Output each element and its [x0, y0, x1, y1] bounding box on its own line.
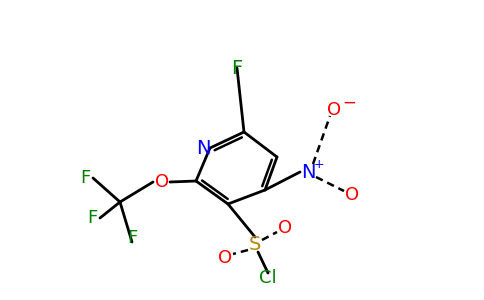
Text: −: −: [342, 94, 356, 112]
Text: F: F: [231, 58, 242, 77]
Text: O: O: [155, 173, 169, 191]
Text: S: S: [249, 236, 261, 254]
Text: O: O: [327, 101, 341, 119]
Text: N: N: [196, 139, 210, 158]
Text: N: N: [301, 163, 315, 182]
Text: +: +: [314, 158, 324, 172]
Text: O: O: [345, 186, 359, 204]
Text: F: F: [80, 169, 90, 187]
Text: F: F: [127, 229, 137, 247]
Text: O: O: [278, 219, 292, 237]
Text: Cl: Cl: [259, 269, 277, 287]
Text: O: O: [218, 249, 232, 267]
Text: F: F: [87, 209, 97, 227]
